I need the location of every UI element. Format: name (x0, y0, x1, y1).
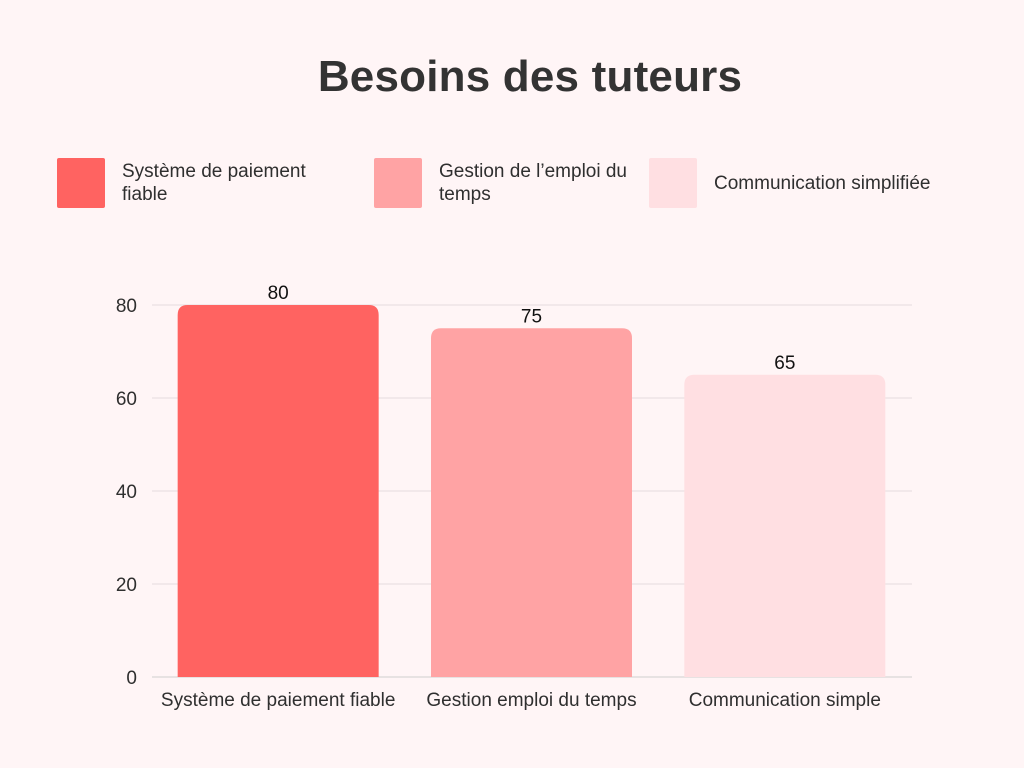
y-tick-label-1: 20 (116, 575, 137, 596)
legend-item-paiement: Système de paiement fiable (57, 158, 337, 208)
legend-label-emploi: Gestion de l’emploi du temps (439, 161, 627, 205)
legend-item-communication: Communication simplifiée (649, 158, 974, 208)
legend-label-paiement: Système de paiement fiable (122, 161, 306, 205)
data-labels: 80 75 65 (268, 283, 796, 374)
legend-swatch-paiement (57, 158, 105, 208)
bar-emploi (431, 328, 632, 677)
bars (177, 305, 886, 677)
legend-label-communication: Communication simplifiée (714, 172, 931, 194)
y-tick-label-3: 60 (116, 389, 137, 410)
data-label-paiement: 80 (268, 283, 289, 304)
bar-paiement (177, 305, 379, 677)
legend-swatch-emploi (374, 158, 422, 208)
bar-communication (684, 374, 886, 677)
legend-swatch-communication (649, 158, 697, 208)
x-tick-label-emploi: Gestion emploi du temps (426, 690, 636, 711)
data-label-emploi: 75 (521, 306, 542, 327)
x-tick-label-paiement: Système de paiement fiable (161, 690, 395, 711)
x-axis-ticks: Système de paiement fiable Gestion emploi… (161, 690, 881, 711)
chart-title: Besoins des tuteurs (317, 52, 743, 101)
y-axis-ticks: 0 20 40 60 80 (116, 296, 137, 689)
y-tick-label-0: 0 (126, 668, 137, 689)
legend-item-emploi: Gestion de l’emploi du temps (374, 158, 654, 208)
y-tick-label-2: 40 (116, 482, 137, 503)
x-tick-label-communication: Communication simple (689, 690, 881, 711)
data-label-communication: 65 (774, 353, 795, 374)
legend: Système de paiement fiable Gestion de l’… (0, 158, 1024, 210)
y-tick-label-4: 80 (116, 296, 137, 317)
